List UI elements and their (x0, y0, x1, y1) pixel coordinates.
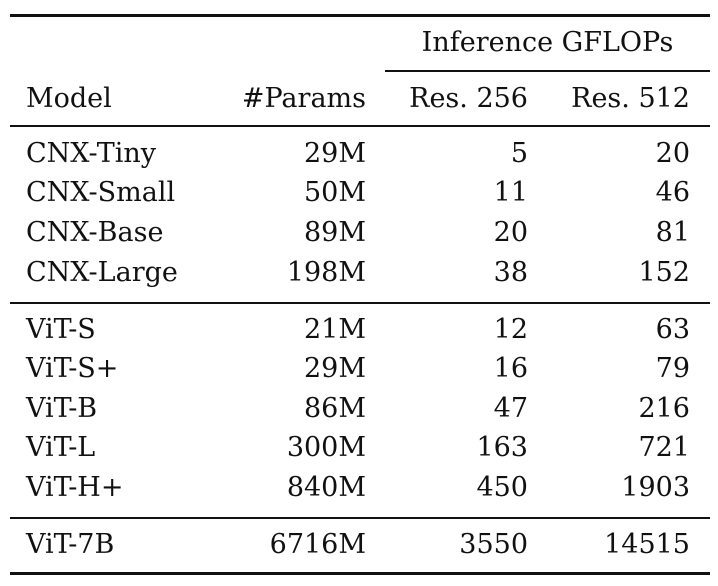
cell-res-512: 216 (638, 393, 690, 424)
header-params: #Params (241, 83, 366, 114)
cell-res-256: 20 (493, 217, 528, 248)
header-model: Model (26, 83, 112, 114)
cell-params: 198M (286, 257, 366, 288)
cell-params: 300M (286, 432, 366, 463)
cell-model: ViT-L (26, 432, 96, 463)
cell-res-256: 38 (493, 257, 528, 288)
cell-res-256: 163 (476, 432, 528, 463)
cell-model: CNX-Small (26, 177, 176, 208)
cell-res-512: 14515 (604, 529, 690, 560)
cell-res-512: 152 (638, 257, 690, 288)
cell-res-512: 79 (655, 353, 690, 384)
cell-res-256: 450 (476, 472, 528, 503)
cell-model: ViT-H+ (26, 472, 124, 503)
cell-res-256: 3550 (459, 529, 528, 560)
cell-model: CNX-Large (26, 257, 178, 288)
cell-params: 21M (303, 314, 366, 345)
header-inference-gflops: Inference GFLOPs (421, 27, 674, 58)
cell-model: ViT-S+ (26, 353, 119, 384)
cell-res-512: 20 (655, 138, 690, 169)
cell-model: CNX-Base (26, 217, 164, 248)
cell-res-512: 1903 (621, 472, 690, 503)
cell-params: 89M (303, 217, 366, 248)
cell-model: ViT-B (26, 393, 98, 424)
cell-params: 29M (303, 138, 366, 169)
top-rule (10, 14, 710, 17)
cell-res-256: 11 (493, 177, 528, 208)
group-rule (10, 517, 710, 519)
bottom-rule (10, 572, 710, 575)
cell-params: 29M (303, 353, 366, 384)
cell-res-512: 81 (655, 217, 690, 248)
cell-model: CNX-Tiny (26, 138, 156, 169)
cell-params: 840M (286, 472, 366, 503)
header-res-256: Res. 256 (409, 83, 528, 114)
cell-params: 50M (303, 177, 366, 208)
cell-res-256: 16 (493, 353, 528, 384)
header-rule (10, 125, 710, 127)
cell-res-256: 47 (493, 393, 528, 424)
group-rule (10, 302, 710, 304)
gflops-table: Inference GFLOPs Model #Params Res. 256 … (10, 0, 710, 586)
cell-model: ViT-7B (26, 529, 115, 560)
header-cmidrule (385, 70, 710, 72)
cell-res-512: 721 (638, 432, 690, 463)
cell-model: ViT-S (26, 314, 96, 345)
header-res-512: Res. 512 (571, 83, 690, 114)
cell-params: 86M (303, 393, 366, 424)
cell-params: 6716M (269, 529, 366, 560)
cell-res-256: 5 (510, 138, 528, 169)
cell-res-512: 63 (655, 314, 690, 345)
cell-res-512: 46 (655, 177, 690, 208)
cell-res-256: 12 (493, 314, 528, 345)
